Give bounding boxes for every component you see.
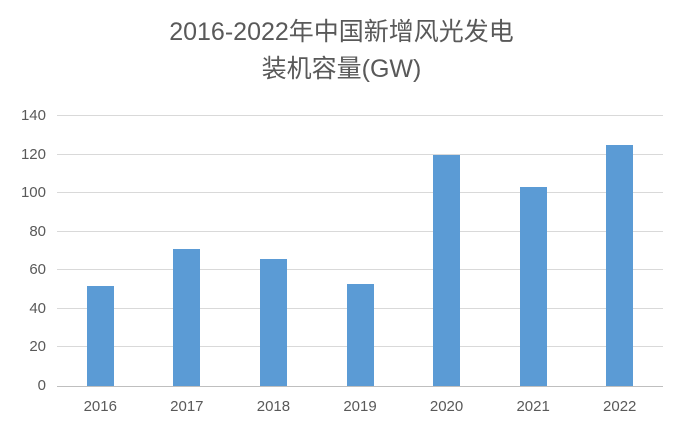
bar-2016 [86, 285, 114, 386]
x-tick-label-2019: 2019 [343, 398, 377, 415]
chart-title-line1: 2016-2022年中国新增风光发电 [169, 18, 514, 46]
y-tick-label-0: 0 [37, 377, 46, 394]
bar-2022 [606, 144, 634, 386]
x-tick-label-2016: 2016 [83, 398, 117, 415]
chart-title-line2: 装机容量(GW) [261, 55, 422, 83]
y-tick-label-100: 100 [20, 184, 46, 202]
y-axis: 0 20 40 60 80 100 120 140 [0, 108, 46, 394]
y-tick-label-20: 20 [29, 338, 46, 356]
bar-2018 [259, 258, 287, 386]
gridline-120 [57, 153, 663, 155]
y-tick-label-80: 80 [29, 222, 46, 240]
gridline-100 [57, 192, 663, 194]
bar-2017 [173, 249, 201, 386]
x-tick-label-2020: 2020 [429, 398, 464, 415]
bar-2020 [433, 154, 461, 386]
bar-2019 [346, 283, 374, 386]
gridline-60 [57, 269, 663, 271]
y-tick-label-140: 140 [20, 107, 46, 124]
gridline-140 [57, 115, 663, 116]
x-tick-label-2022: 2022 [603, 398, 637, 415]
y-tick-label-60: 60 [29, 261, 46, 279]
chart-title: 2016-2022年中国新增风光发电 装机容量(GW) [0, 14, 683, 88]
x-axis: 2016 2017 2018 2019 2020 2021 2022 [57, 398, 663, 418]
plot-area [57, 115, 663, 387]
x-tick-label-2021: 2021 [516, 398, 550, 415]
x-tick-label-2017: 2017 [170, 398, 204, 415]
y-tick-label-120: 120 [20, 145, 46, 163]
y-tick-label-40: 40 [29, 299, 46, 317]
x-tick-label-2018: 2018 [256, 398, 291, 415]
gridline-80 [57, 230, 663, 232]
bar-2021 [519, 187, 547, 386]
